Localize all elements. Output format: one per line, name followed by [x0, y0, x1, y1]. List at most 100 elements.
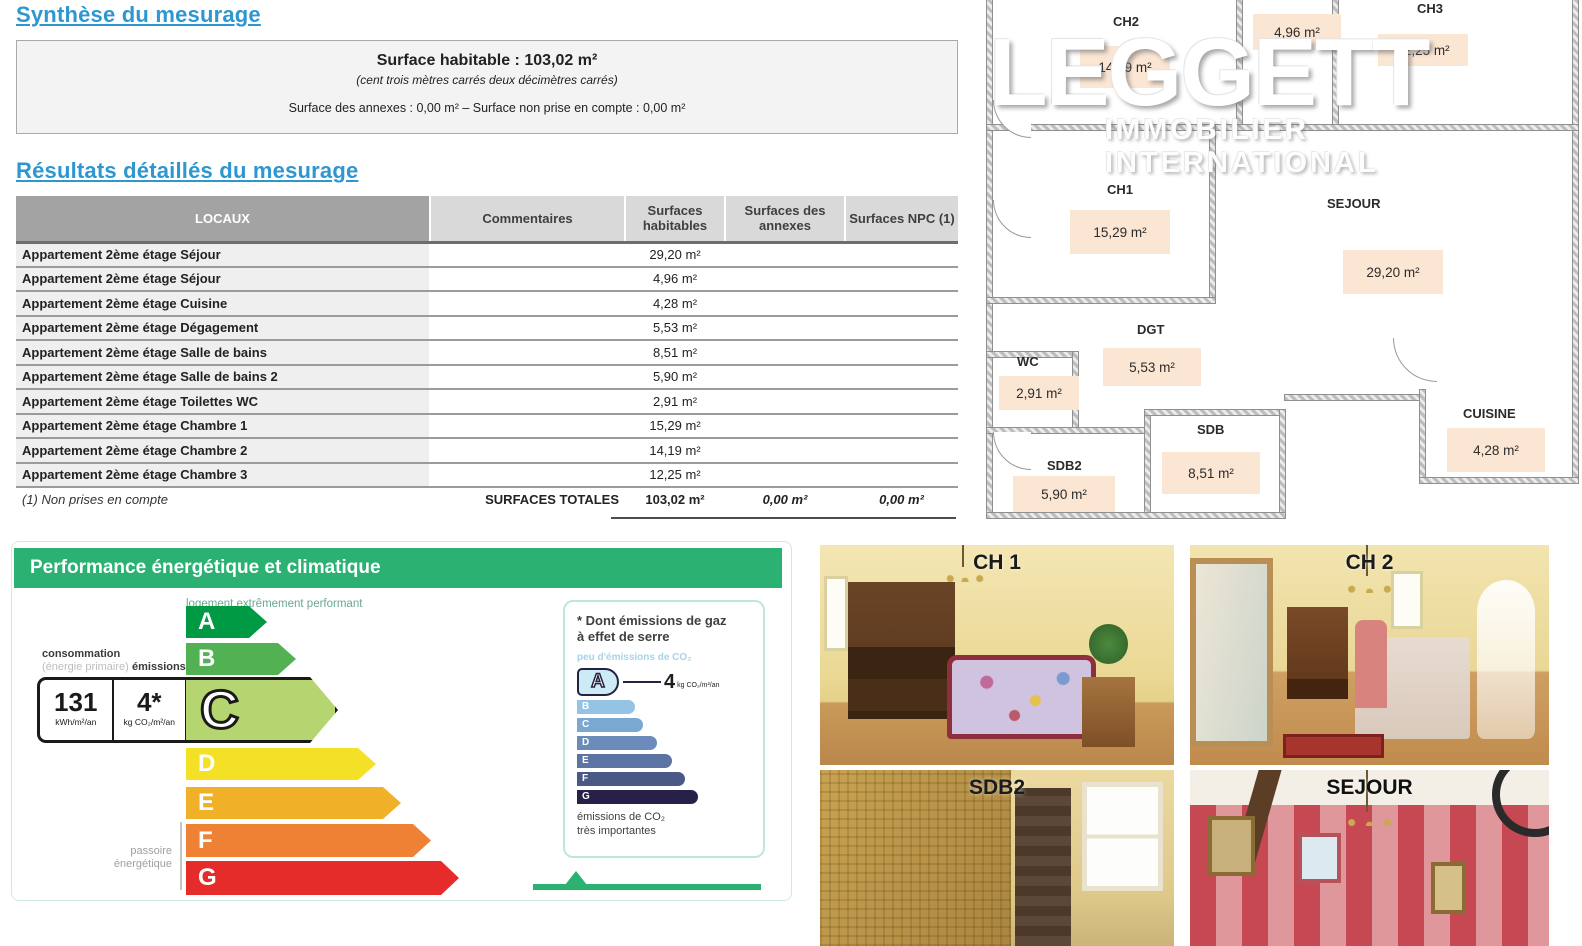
col-commentaires: Commentaires	[429, 196, 625, 244]
row-habitable: 5,53 m²	[625, 315, 725, 341]
table-row: Appartement 2ème étage Chambre 3 12,25 m²	[16, 462, 958, 488]
row-habitable: 14,19 m²	[625, 438, 725, 464]
class-letter: F	[198, 826, 213, 854]
col-annexes: Surfaces des annexes	[724, 196, 845, 244]
synthese-title: Synthèse du mesurage	[16, 2, 261, 27]
emissions-value: 4*	[136, 687, 162, 717]
passoire-line2: énergétique	[113, 858, 172, 870]
total-habitables: 103,02 m²	[625, 487, 725, 512]
row-habitable: 29,20 m²	[625, 242, 725, 268]
photo-label: SEJOUR	[1326, 776, 1413, 799]
wall	[1332, 0, 1339, 129]
summary-box: Surface habitable : 103,02 m² (cent troi…	[16, 40, 958, 134]
consumption-label: consommation	[42, 648, 121, 660]
chair-shape	[1081, 677, 1136, 748]
co2-class-a-badge: A	[577, 668, 619, 696]
row-local: Appartement 2ème étage Chambre 1	[16, 413, 431, 439]
class-letter: G	[198, 864, 217, 891]
totals-underline	[611, 517, 956, 519]
canopy-shape	[1477, 580, 1535, 739]
co2-low-label: peu d'émissions de CO₂	[577, 652, 692, 663]
annexes-line: Surface des annexes : 0,00 m² – Surface …	[288, 101, 686, 115]
passoire-bracket-line	[180, 822, 182, 890]
col-npc: Surfaces NPC (1)	[844, 196, 958, 244]
wall	[1236, 0, 1243, 129]
surface-habitable-line: Surface habitable : 103,02 m²	[376, 52, 598, 69]
wall	[986, 427, 1150, 434]
bookcase-shape	[1286, 606, 1348, 699]
photo-sejour: SEJOUR	[1190, 770, 1549, 946]
class-letter: A	[198, 608, 216, 635]
co2-title-line2: à effet de serre	[577, 629, 670, 644]
co2-value: 4	[664, 670, 676, 693]
door-arc	[993, 432, 1031, 470]
rug-shape	[1283, 734, 1384, 759]
footnote: (1) Non prises en compte	[16, 487, 430, 512]
wall	[1144, 409, 1151, 519]
row-local: Appartement 2ème étage Chambre 2	[16, 438, 431, 464]
photo-label: CH 2	[1345, 551, 1394, 574]
wall	[986, 0, 993, 519]
row-local: Appartement 2ème étage Toilettes WC	[16, 389, 431, 415]
room-area-cuisine: 4,28 m²	[1447, 428, 1545, 472]
co2-bar-e: E	[577, 754, 672, 768]
painting-shape	[1207, 815, 1255, 876]
totals-label: SURFACES TOTALES	[430, 487, 625, 512]
bicycle-wheel-shape	[1491, 770, 1549, 837]
room-label-ch1: CH1	[1107, 182, 1134, 197]
plant-shape	[1089, 624, 1128, 664]
class-letter: E	[198, 789, 215, 816]
room-label-sejour: SEJOUR	[1327, 196, 1381, 211]
wall	[986, 297, 1216, 304]
energy-class-f: F	[186, 824, 431, 857]
row-local: Appartement 2ème étage Salle de bains 2	[16, 364, 431, 390]
consumption-value: 131	[54, 687, 98, 717]
table-row: Appartement 2ème étage Séjour 29,20 m²	[16, 242, 958, 268]
wall	[986, 512, 1286, 519]
row-local: Appartement 2ème étage Dégagement	[16, 315, 431, 341]
chandelier-icon	[943, 564, 987, 583]
bed-shape	[947, 655, 1097, 739]
row-habitable: 15,29 m²	[625, 413, 725, 439]
wall	[1572, 0, 1579, 484]
surface-words-line: (cent trois mètres carrés deux décimètre…	[356, 73, 618, 87]
wall	[1279, 409, 1286, 519]
room-label-ch2: CH2	[1113, 14, 1140, 29]
mirror-shape	[1190, 558, 1273, 748]
row-habitable: 2,91 m²	[625, 389, 725, 415]
room-area-ch2: 14,19 m²	[1080, 46, 1170, 88]
class-letter: C	[200, 680, 239, 740]
co2-high-line2: très importantes	[577, 825, 656, 837]
room-label-wc: WC	[1017, 354, 1039, 369]
energy-class-d: D	[186, 748, 376, 780]
room-area-ch3: 12,25 m²	[1378, 34, 1468, 66]
photo-sdb2: SDB2	[820, 770, 1174, 946]
window-shape	[823, 575, 849, 651]
energy-class-b: B	[186, 643, 296, 675]
room-label-sdb2: SDB2	[1047, 458, 1082, 473]
measurement-table: LOCAUX Commentaires Surfaces habitables …	[16, 196, 958, 512]
photo-ch1: CH 1	[820, 545, 1174, 765]
wall	[1144, 409, 1286, 416]
window-shape	[1391, 571, 1424, 629]
co2-panel: * Dont émissions de gaz à effet de serre…	[563, 600, 765, 858]
passoire-line1: passoire	[130, 845, 172, 857]
consumption-sublabel: (énergie primaire)	[42, 661, 129, 673]
resultats-title: Résultats détaillés du mesurage	[16, 158, 359, 183]
window-shape	[1081, 782, 1164, 892]
passoire-label: passoire énergétique	[100, 845, 172, 871]
row-habitable: 4,28 m²	[625, 291, 725, 317]
consumption-unit: kWh/m²/an	[55, 717, 97, 727]
photo-label: CH 1	[973, 551, 1021, 574]
photo-label: SDB2	[968, 776, 1026, 799]
table-row: Appartement 2ème étage Salle de bains 2 5…	[16, 364, 958, 390]
row-habitable: 8,51 m²	[625, 340, 725, 366]
class-letter: D	[198, 750, 216, 777]
painting-shape	[1430, 861, 1467, 915]
row-habitable: 4,96 m²	[625, 266, 725, 292]
col-locaux: LOCAUX	[16, 196, 430, 244]
bookcase-shape	[848, 582, 955, 719]
photo-ch2: CH 2	[1190, 545, 1549, 765]
row-habitable: 5,90 m²	[625, 364, 725, 390]
row-local: Appartement 2ème étage Séjour	[16, 266, 431, 292]
